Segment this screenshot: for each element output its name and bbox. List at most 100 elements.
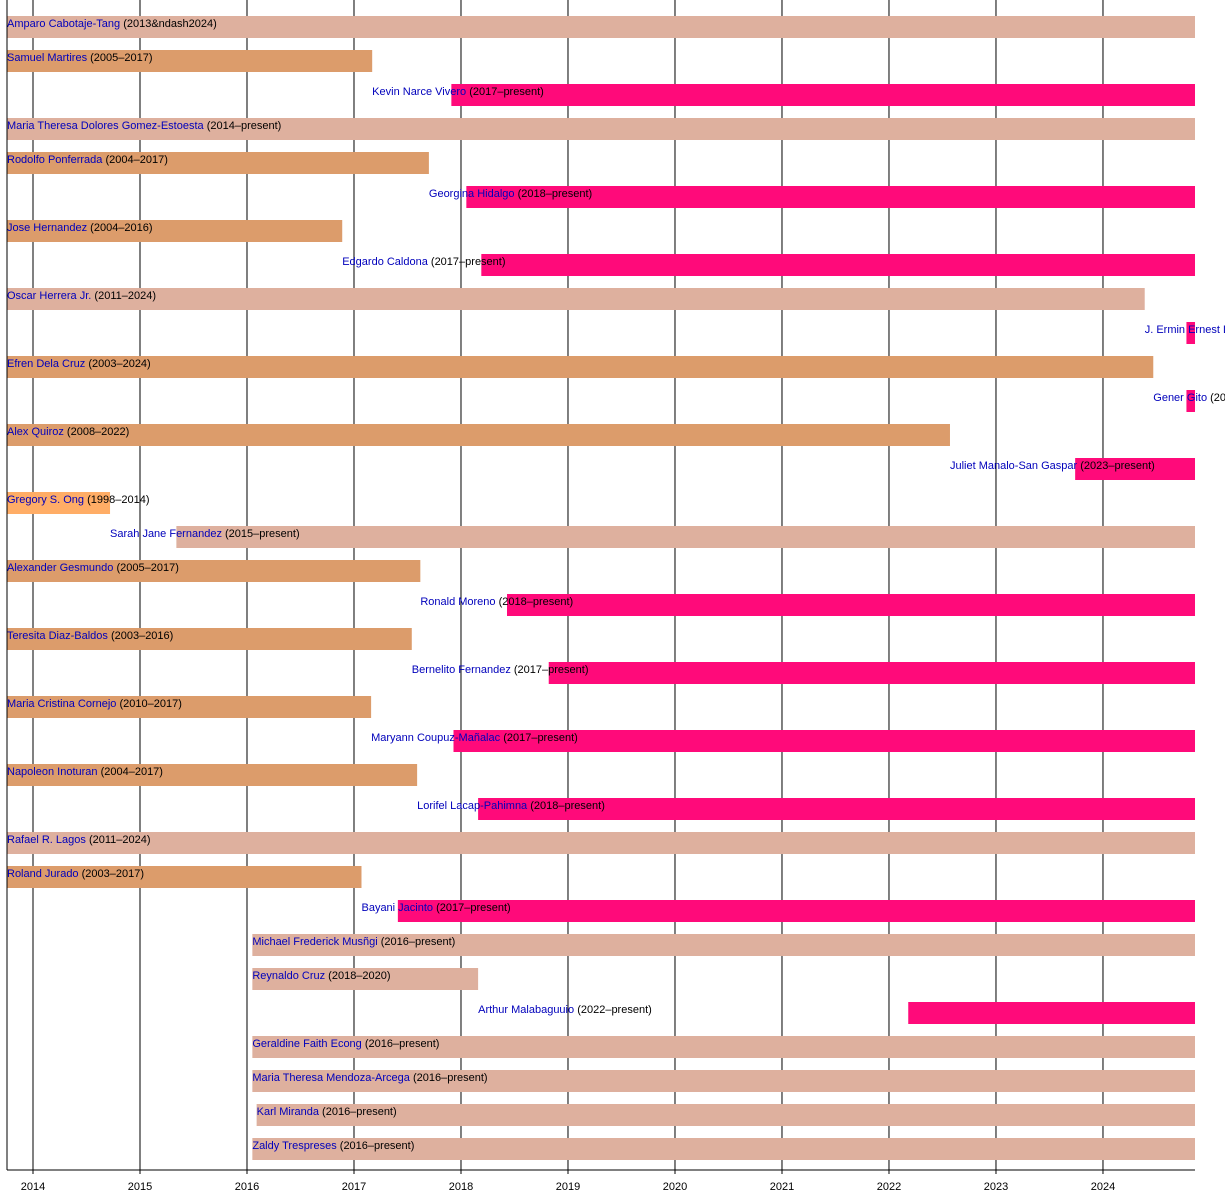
- row-label: Maria Theresa Dolores Gomez-Estoesta (20…: [7, 120, 281, 132]
- x-tick-label: 2014: [21, 1181, 45, 1190]
- bar: [7, 50, 373, 72]
- member-name: Amparo Cabotaje-Tang: [7, 18, 120, 30]
- member-tenure: (2003–2017): [82, 868, 144, 880]
- bar: [252, 934, 1195, 956]
- member-name: Bernelito Fernandez: [412, 664, 511, 676]
- member-tenure: (2022–present): [577, 1004, 652, 1016]
- member-name: Maria Theresa Dolores Gomez-Estoesta: [7, 120, 205, 132]
- bars: [7, 16, 1195, 1160]
- member-tenure: (2018–present): [499, 596, 574, 608]
- row-label: Geraldine Faith Econg (2016–present): [252, 1038, 439, 1050]
- bar: [7, 356, 1154, 378]
- member-tenure: (2010–2017): [120, 698, 182, 710]
- bar: [7, 560, 421, 582]
- row-label: Edgardo Caldona (2017–present): [342, 256, 505, 268]
- row-label: Arthur Malabaguuio (2022–present): [478, 1004, 652, 1016]
- row-label: Zaldy Trespreses (2016–present): [252, 1140, 414, 1152]
- member-name: Gregory S. Ong: [7, 494, 84, 506]
- member-name: Gener Gito: [1153, 392, 1207, 404]
- bar: [7, 152, 429, 174]
- x-tick-label: 2019: [556, 1181, 580, 1190]
- member-tenure: (2016–present): [413, 1072, 488, 1084]
- member-tenure: (2015–present): [225, 528, 300, 540]
- member-tenure: (2018–present): [530, 800, 605, 812]
- member-tenure: (2008–2022): [67, 426, 129, 438]
- member-name: Arthur Malabaguuio: [478, 1004, 574, 1016]
- member-name: Bayani Jacinto: [361, 902, 433, 914]
- member-name: Geraldine Faith Econg: [252, 1038, 361, 1050]
- member-name: Reynaldo Cruz: [252, 970, 325, 982]
- member-tenure: (2023–present): [1080, 460, 1155, 472]
- bar: [7, 764, 418, 786]
- bar: [466, 186, 1195, 208]
- member-tenure: (2016–present): [365, 1038, 440, 1050]
- member-tenure: (202: [1210, 392, 1225, 404]
- bar: [176, 526, 1195, 548]
- row-label: Karl Miranda (2016–present): [257, 1106, 397, 1118]
- row-label: Gener Gito (202: [1153, 392, 1225, 404]
- member-tenure: (2018–2020): [328, 970, 390, 982]
- member-name: Karl Miranda: [257, 1106, 320, 1118]
- member-name: J. Ermin Ernest Lo: [1145, 324, 1225, 336]
- member-tenure: (2005–2017): [90, 52, 152, 64]
- bar: [252, 1070, 1195, 1092]
- member-name: Alex Quiroz: [7, 426, 64, 438]
- x-tick-label: 2017: [342, 1181, 366, 1190]
- member-tenure: (2004–2016): [90, 222, 152, 234]
- x-axis: 2014 2015 2016 2017 2018 2019 2020 2021 2022 2023…: [21, 1170, 1115, 1190]
- member-name: Kevin Narce Vivero: [372, 86, 466, 98]
- row-label: Roland Jurado (2003–2017): [7, 868, 144, 880]
- member-name: Ronald Moreno: [420, 596, 495, 608]
- bar: [451, 84, 1195, 106]
- row-label: Juliet Manalo-San Gaspar (2023–present): [950, 460, 1155, 472]
- bar: [1075, 458, 1195, 480]
- bar: [453, 730, 1195, 752]
- row-label: Reynaldo Cruz (2018–2020): [252, 970, 390, 982]
- member-tenure: (2005–2017): [116, 562, 178, 574]
- member-tenure: (2011–2024): [94, 290, 156, 302]
- bar: [7, 118, 1195, 140]
- member-name: Lorifel Lacap-Pahimna: [417, 800, 528, 812]
- x-tick-label: 2024: [1091, 1181, 1115, 1190]
- member-tenure: (2013&ndash2024): [123, 18, 217, 30]
- x-tick-label: 2021: [770, 1181, 794, 1190]
- row-label: Teresita Diaz-Baldos (2003–2016): [7, 630, 173, 642]
- bar: [908, 1002, 1195, 1024]
- member-tenure: (2003–2024): [88, 358, 150, 370]
- bar: [7, 866, 362, 888]
- row-label: Bernelito Fernandez (2017–present): [412, 664, 589, 676]
- member-name: Michael Frederick Musñgi: [252, 936, 377, 948]
- row-label: Maria Cristina Cornejo (2010–2017): [7, 698, 182, 710]
- bar: [7, 628, 412, 650]
- row-label: Rodolfo Ponferrada (2004–2017): [7, 154, 168, 166]
- member-name: Roland Jurado: [7, 868, 79, 880]
- bar: [7, 696, 372, 718]
- member-tenure: (2014–present): [207, 120, 282, 132]
- x-tick-label: 2018: [449, 1181, 473, 1190]
- row-label: Sarah Jane Fernandez (2015–present): [110, 528, 300, 540]
- member-tenure: (2017–present): [436, 902, 511, 914]
- labels: Amparo Cabotaje-Tang (2013&ndash2024) Sam…: [7, 18, 1225, 1152]
- x-tick-label: 2015: [128, 1181, 152, 1190]
- bar: [252, 1036, 1195, 1058]
- row-label: Ronald Moreno (2018–present): [420, 596, 573, 608]
- member-name: Teresita Diaz-Baldos: [7, 630, 108, 642]
- member-name: Georgina Hidalgo: [429, 188, 515, 200]
- bar: [507, 594, 1195, 616]
- member-name: Maria Theresa Mendoza-Arcega: [252, 1072, 410, 1084]
- member-name: Rafael R. Lagos: [7, 834, 86, 846]
- member-tenure: (2016–present): [322, 1106, 397, 1118]
- row-label: Lorifel Lacap-Pahimna (2018–present): [417, 800, 605, 812]
- row-label: Samuel Martires (2005–2017): [7, 52, 153, 64]
- bar: [7, 220, 343, 242]
- member-tenure: (2017–present): [469, 86, 544, 98]
- bar: [7, 16, 1195, 38]
- bar: [7, 832, 1195, 854]
- row-label: Napoleon Inoturan (2004–2017): [7, 766, 163, 778]
- row-label: Maria Theresa Mendoza-Arcega (2016–prese…: [252, 1072, 487, 1084]
- bar: [252, 968, 479, 990]
- member-tenure: (2016–present): [340, 1140, 415, 1152]
- row-label: Bayani Jacinto (2017–present): [361, 902, 510, 914]
- row-label: Rafael R. Lagos (2011–2024): [7, 834, 151, 846]
